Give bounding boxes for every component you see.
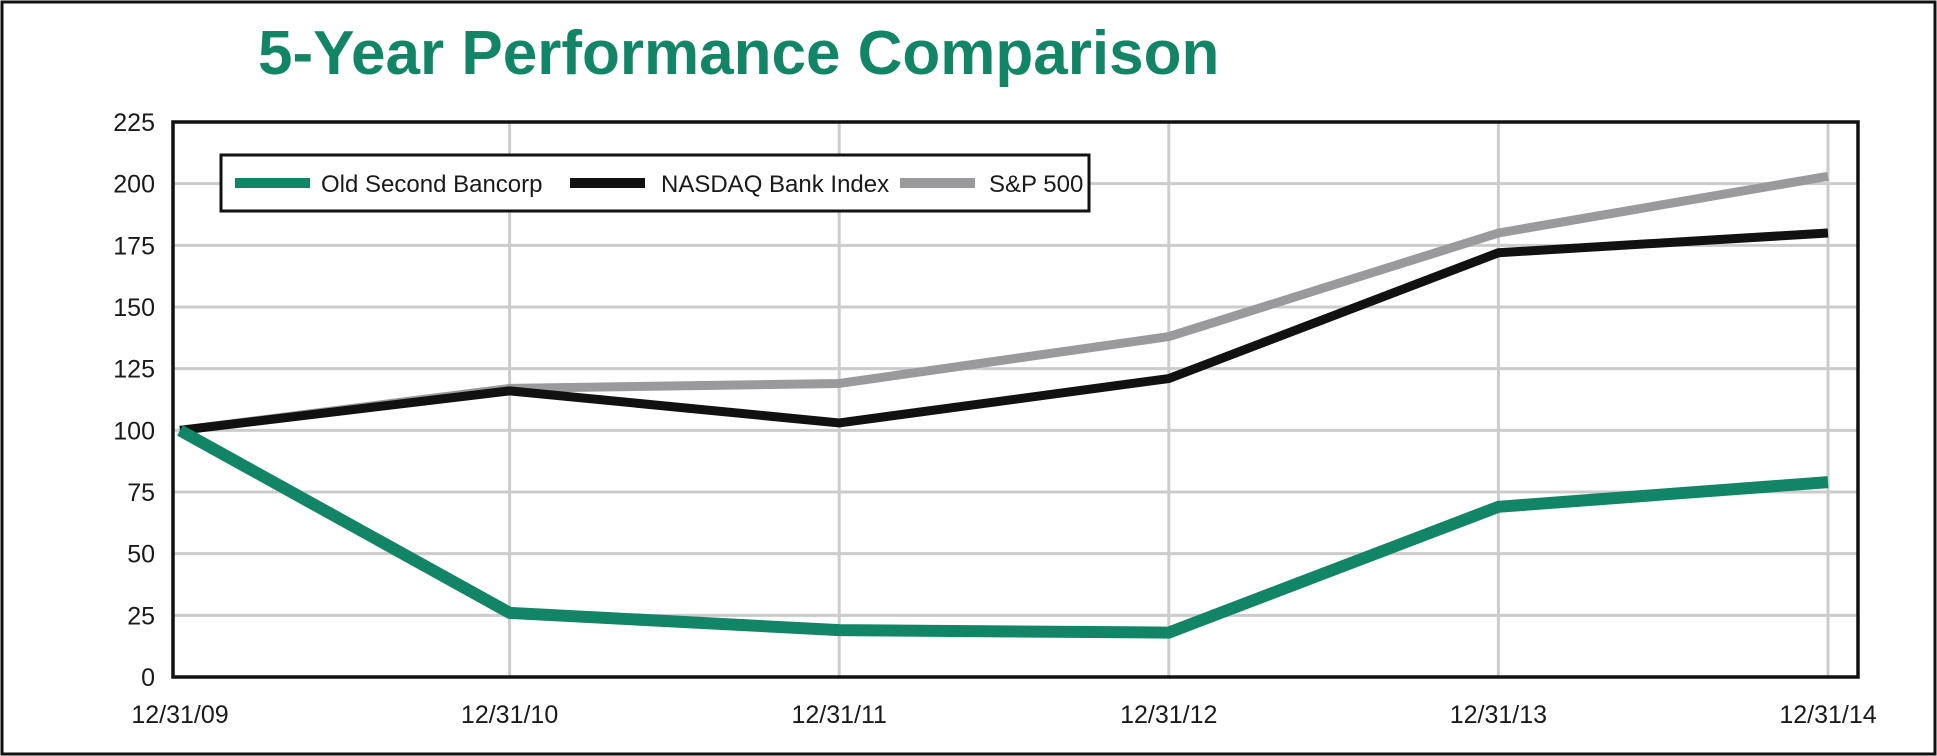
x-axis-ticks: 12/31/09 12/31/10 12/31/11 12/31/12 12/31/13… — [131, 701, 1876, 729]
x-tick-label: 12/31/10 — [461, 701, 558, 729]
legend: Old Second Bancorp NASDAQ Bank Index S&P… — [219, 153, 1091, 213]
legend-label-old-second-bancorp: Old Second Bancorp — [321, 171, 542, 198]
plot-frame — [171, 120, 1860, 679]
x-tick-label: 12/31/14 — [1779, 701, 1876, 729]
y-axis-ticks: 0 25 50 75 100 125 150 175 200 225 — [113, 109, 155, 692]
series-line-nasdaq-bank-index — [179, 228, 1829, 435]
legend-label-nasdaq-bank-index: NASDAQ Bank Index — [661, 171, 889, 198]
x-tick-label: 12/31/11 — [791, 701, 886, 729]
y-tick-label: 150 — [113, 294, 155, 322]
chart-title: 5-Year Performance Comparison — [258, 19, 1219, 88]
legend-label-sp-500: S&P 500 — [989, 171, 1083, 198]
y-tick-label: 25 — [127, 602, 155, 630]
series-line-old-second-bancorp — [177, 425, 1829, 639]
y-tick-label: 175 — [113, 232, 155, 260]
series-lines — [177, 171, 1829, 639]
x-tick-label: 12/31/12 — [1120, 701, 1217, 729]
y-tick-label: 75 — [127, 479, 155, 507]
y-tick-label: 0 — [141, 664, 155, 692]
y-tick-label: 50 — [127, 541, 155, 569]
x-tick-label: 12/31/09 — [131, 701, 228, 729]
y-tick-label: 100 — [113, 417, 155, 445]
grid-lines — [173, 120, 1858, 679]
y-tick-label: 225 — [113, 109, 155, 137]
y-tick-label: 125 — [113, 356, 155, 384]
x-tick-label: 12/31/13 — [1450, 701, 1547, 729]
y-tick-label: 200 — [113, 171, 155, 199]
